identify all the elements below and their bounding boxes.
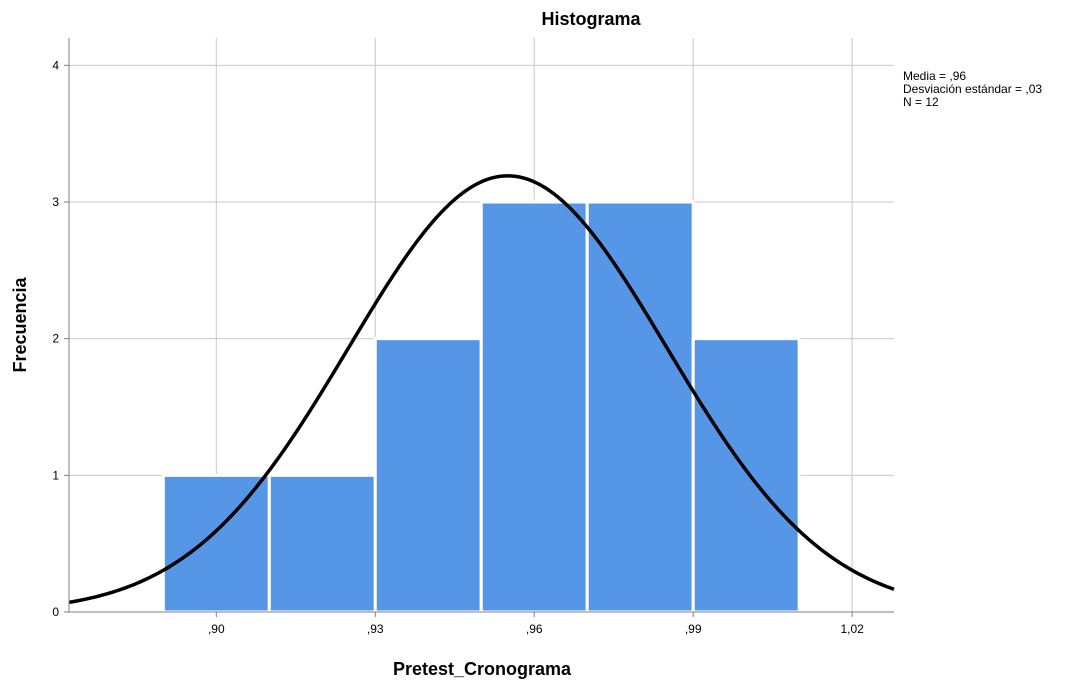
x-axis-title: Pretest_Cronograma [393, 659, 572, 679]
chart-title: Histograma [541, 9, 641, 29]
y-tick-label-3: 3 [52, 195, 59, 209]
histogram-bar-2 [373, 337, 483, 614]
y-tick-label-1: 1 [52, 468, 59, 482]
x-tick-label-3: ,99 [685, 622, 702, 636]
stat-mean: Media = ,96 [903, 69, 966, 83]
x-tick-label-1: ,93 [367, 622, 384, 636]
x-tick-label-2: ,96 [526, 622, 543, 636]
y-tick-label-0: 0 [52, 605, 59, 619]
y-tick-label-2: 2 [52, 332, 59, 346]
x-tick-label-0: ,90 [208, 622, 225, 636]
x-tick-labels: ,90 ,93 ,96 ,99 1,02 [208, 612, 864, 636]
histogram-bars [161, 200, 801, 614]
histogram-bar-5 [691, 337, 801, 614]
stats-box: Media = ,96 Desviación estándar = ,03 N … [903, 69, 1042, 109]
histogram-bar-4 [585, 200, 695, 614]
stat-n: N = 12 [903, 95, 939, 109]
x-tick-label-4: 1,02 [840, 622, 864, 636]
histogram-bar-1 [267, 473, 377, 614]
stat-std-dev: Desviación estándar = ,03 [903, 82, 1042, 96]
y-axis-title: Frecuencia [10, 276, 30, 372]
histogram-bar-0 [161, 473, 271, 614]
y-tick-labels: 0 1 2 3 4 [52, 58, 69, 619]
y-tick-label-4: 4 [52, 58, 59, 72]
axes [68, 38, 894, 613]
histogram-bar-3 [479, 200, 589, 614]
normal-curve [68, 174, 895, 605]
